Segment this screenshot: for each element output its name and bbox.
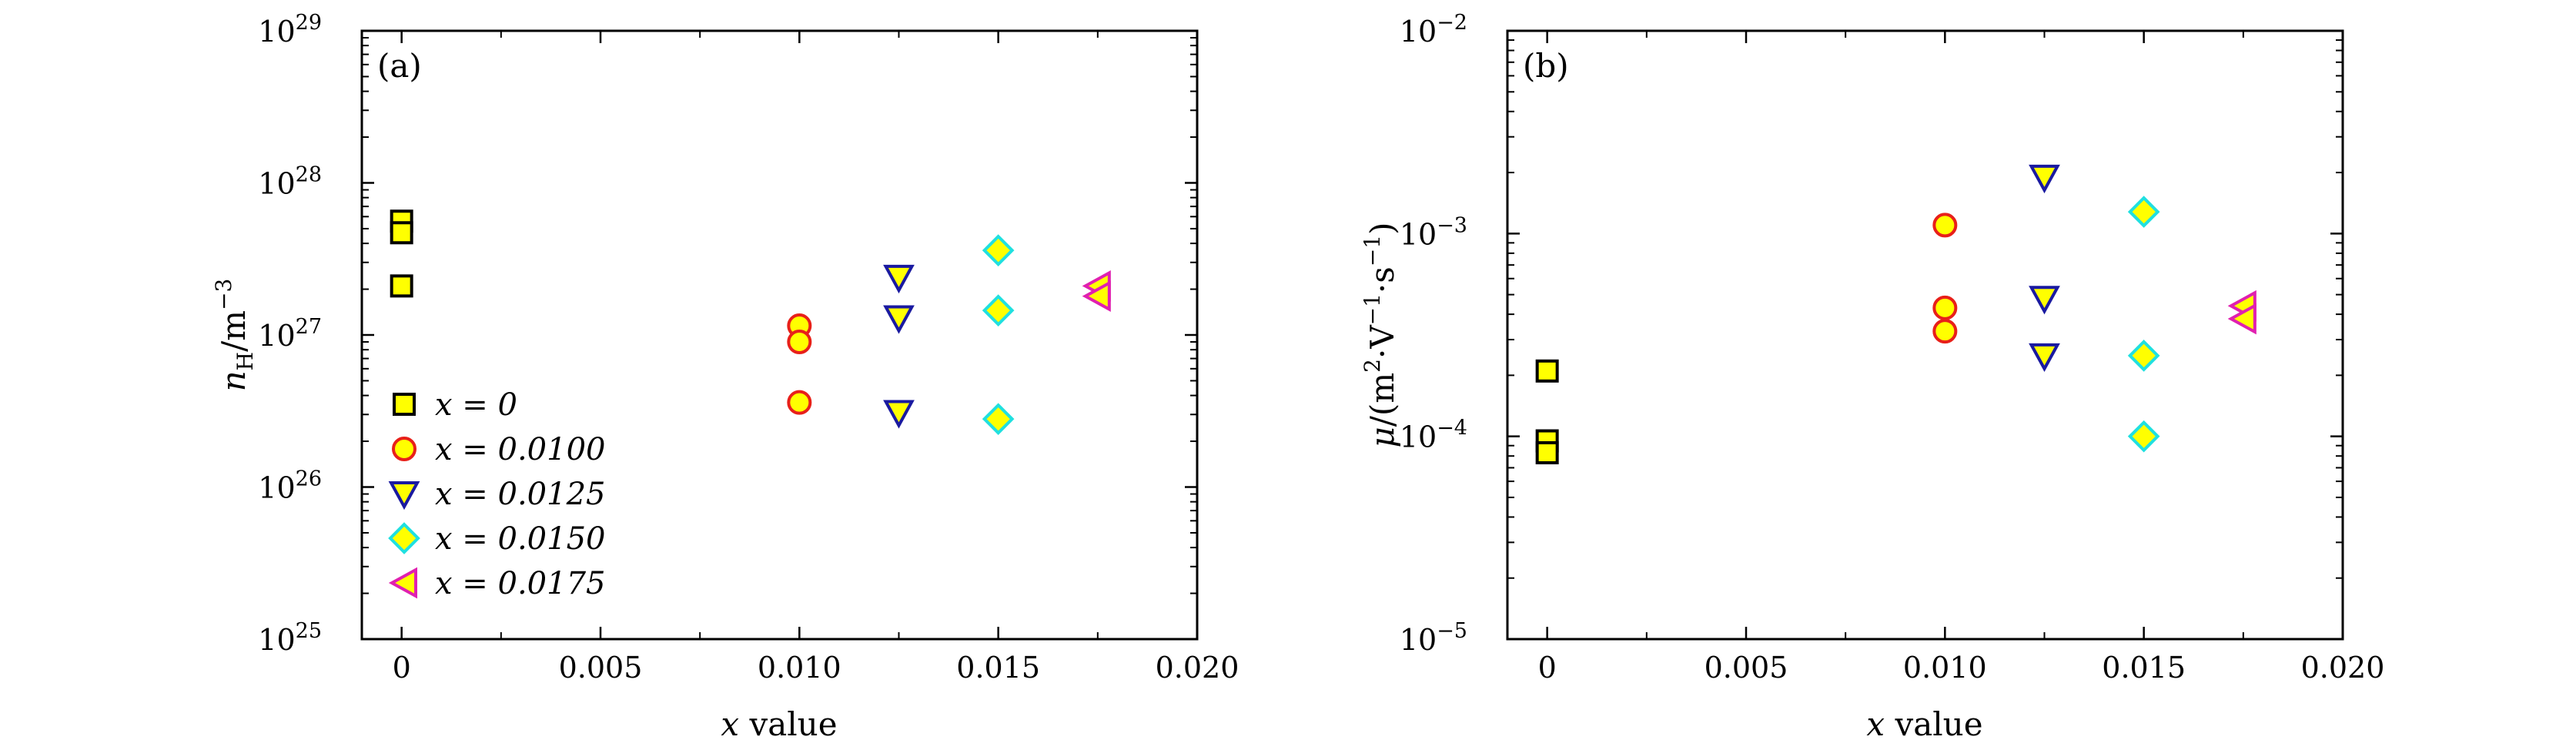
panel-b-x-tick-label: 0.015 bbox=[2102, 651, 2186, 685]
legend-marker-x-0 bbox=[393, 393, 416, 416]
panel-a-legend: x = 0 x = 0.0100 x = 0.0125 x = 0.0150 x = 0… bbox=[388, 387, 605, 601]
panel-b-x-axis-title: x value bbox=[1866, 705, 1982, 743]
legend-label-x-0-0125: x = 0.0125 bbox=[435, 477, 605, 512]
panel-b-point-x-0 bbox=[1535, 359, 1559, 383]
panel-b-data-points bbox=[1535, 164, 2257, 464]
panel-a-point-x-0-0150 bbox=[982, 294, 1015, 326]
panel-b-mobility-chart: (b) 0 0.005 0.010 0.015 0.020 10−5 10−4 10−3 10−… bbox=[1360, 11, 2384, 743]
panel-b-y-tick-label: 10−5 bbox=[1400, 619, 1467, 657]
panel-b-point-x-0-0150 bbox=[2127, 196, 2160, 228]
panel-b-label: (b) bbox=[1523, 47, 1569, 85]
panel-a-y-tick-label: 1027 bbox=[258, 315, 322, 353]
legend-label-x-0-0175: x = 0.0175 bbox=[435, 566, 605, 601]
panel-a-x-tick-label: 0.015 bbox=[956, 651, 1040, 685]
panel-b-y-tick-label: 10−3 bbox=[1400, 213, 1467, 251]
panel-a-point-x-0-0100 bbox=[787, 330, 812, 355]
legend-marker-x-0-0125 bbox=[388, 481, 420, 511]
panel-b-ticks: 0 0.005 0.010 0.015 0.020 10−5 10−4 10−3 10−2 bbox=[1400, 11, 2385, 685]
panel-b-point-x-0-0100 bbox=[1932, 295, 1958, 320]
panel-b-y-tick-label: 10−2 bbox=[1400, 11, 1467, 49]
panel-a-point-x-0-0125 bbox=[883, 264, 915, 294]
panel-b-point-x-0-0175 bbox=[2227, 303, 2257, 335]
panel-a-x-tick-label: 0.020 bbox=[1156, 651, 1239, 685]
legend-marker-x-0-0150 bbox=[388, 522, 420, 554]
panel-b-y-tick-label: 10−4 bbox=[1400, 417, 1467, 454]
panel-a-label: (a) bbox=[377, 47, 422, 85]
panel-a-x-tick-label: 0.005 bbox=[559, 651, 643, 685]
panel-a-data-points bbox=[390, 209, 1111, 436]
panel-b-x-tick-label: 0.010 bbox=[1903, 651, 1987, 685]
panel-a-y-tick-label: 1025 bbox=[258, 619, 322, 657]
panel-b-x-tick-label: 0.020 bbox=[2301, 651, 2385, 685]
panel-a-y-tick-label: 1029 bbox=[258, 11, 322, 49]
panel-a-point-x-0-0150 bbox=[982, 403, 1015, 436]
panel-a-point-x-0-0150 bbox=[982, 234, 1015, 266]
panel-b-x-tick-label: 0 bbox=[1538, 651, 1557, 685]
panel-b-x-tick-label: 0.005 bbox=[1705, 651, 1788, 685]
panel-b-point-x-0-0150 bbox=[2127, 340, 2160, 372]
panel-a-y-tick-label: 1026 bbox=[258, 467, 322, 505]
panel-b-point-x-0-0125 bbox=[2029, 343, 2060, 373]
panel-a-ticks: 0 0.005 0.010 0.015 0.020 1025 1026 1027 1028 102… bbox=[258, 11, 1239, 685]
panel-a-x-axis-title: x value bbox=[721, 705, 837, 743]
panel-a-x-tick-label: 0 bbox=[393, 651, 411, 685]
panel-a-point-x-0-0175 bbox=[1082, 280, 1111, 312]
panel-a-point-x-0 bbox=[390, 221, 413, 245]
panel-b-point-x-0-0100 bbox=[1932, 213, 1958, 238]
legend-label-x-0: x = 0 bbox=[435, 387, 517, 423]
panel-b-point-x-0-0125 bbox=[2029, 286, 2060, 315]
panel-b-y-axis-title: μ/(m2·V−1·s−1) bbox=[1360, 222, 1401, 447]
panel-a-x-tick-label: 0.010 bbox=[758, 651, 841, 685]
panel-a-nH-chart: (a) 0 0.005 0.010 0.015 0.020 1025 1026 1027 102… bbox=[211, 11, 1239, 743]
panel-a-y-tick-label: 1028 bbox=[258, 163, 322, 201]
panel-b-point-x-0-0100 bbox=[1932, 319, 1958, 344]
panel-b-point-x-0-0150 bbox=[2127, 420, 2160, 453]
panel-a-point-x-0-0125 bbox=[883, 400, 915, 429]
panel-a-point-x-0-0125 bbox=[883, 305, 915, 334]
panel-b-plot-frame bbox=[1506, 29, 2344, 641]
legend-marker-x-0-0100 bbox=[392, 437, 417, 461]
panel-a-point-x-0 bbox=[390, 274, 413, 298]
legend-label-x-0-0100: x = 0.0100 bbox=[435, 432, 605, 467]
legend-marker-x-0-0175 bbox=[388, 567, 417, 599]
panel-b-point-x-0-0125 bbox=[2029, 164, 2060, 194]
panel-a-point-x-0-0100 bbox=[787, 390, 812, 415]
legend-label-x-0-0150: x = 0.0150 bbox=[435, 521, 605, 557]
panel-b-point-x-0 bbox=[1535, 440, 1559, 464]
panel-a-y-axis-title: nH/m−3 bbox=[211, 279, 258, 392]
